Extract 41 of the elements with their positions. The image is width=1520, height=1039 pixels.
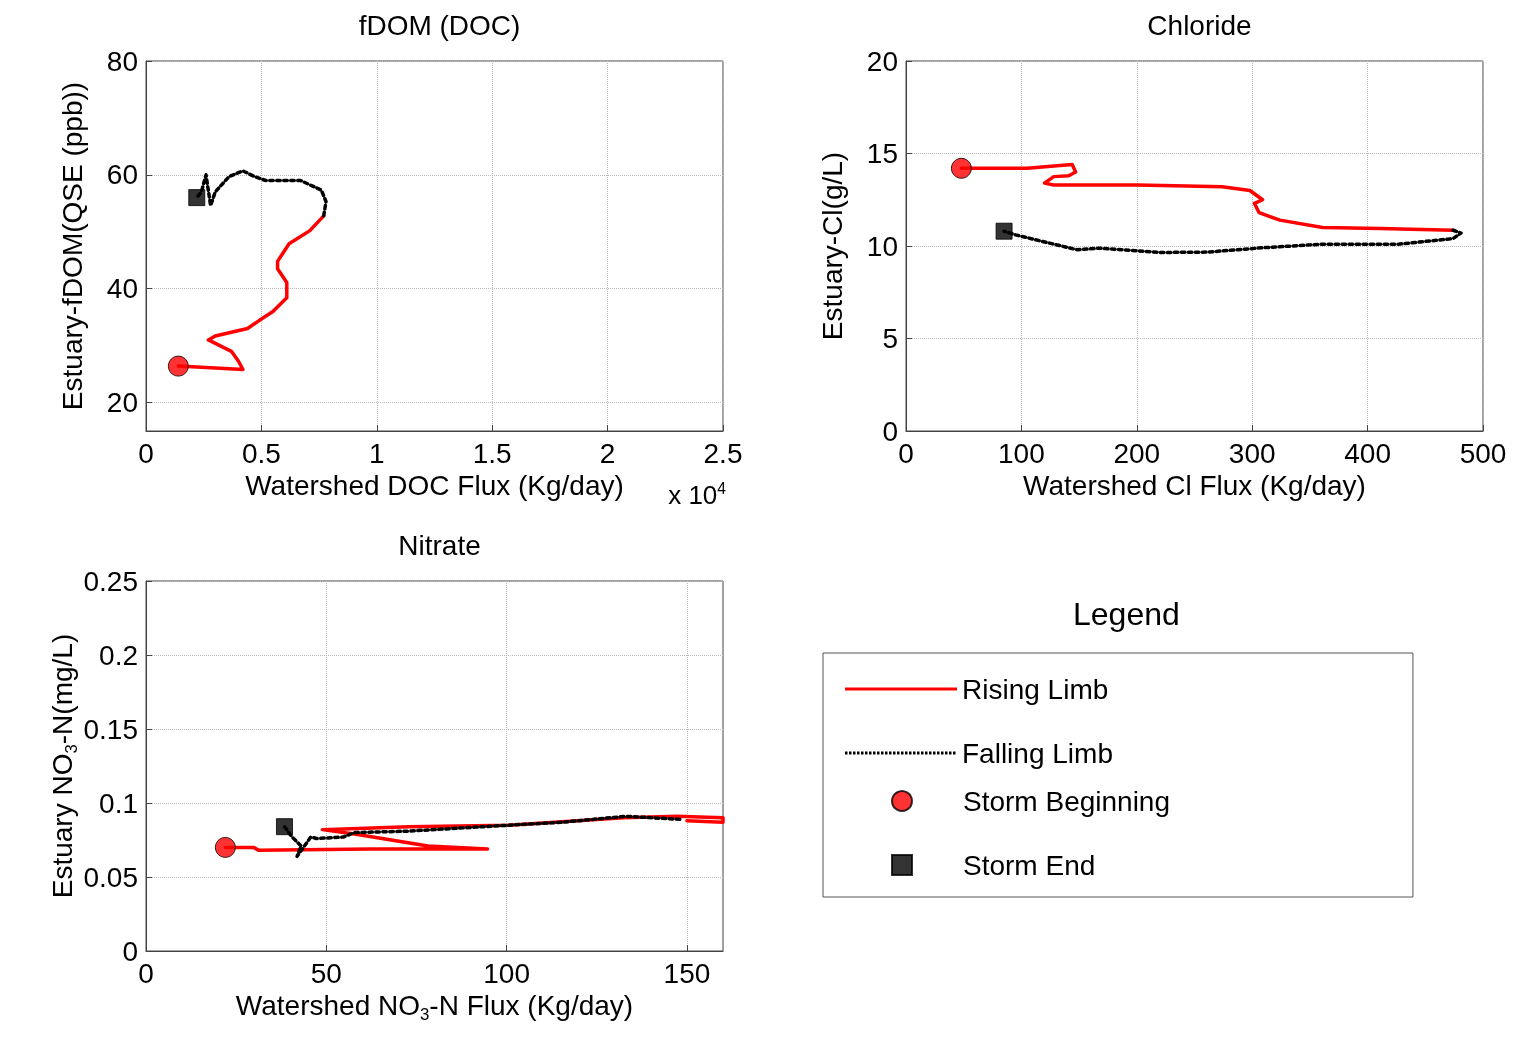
- x-tick-label: 300: [1228, 437, 1276, 469]
- x-tick-label: 0.5: [241, 437, 281, 469]
- y-tick-label: 40: [106, 273, 138, 305]
- legend-label: Storm End: [963, 849, 1096, 881]
- y-tick-label: 0.1: [99, 787, 138, 819]
- y-tick-label: 80: [106, 45, 138, 77]
- legend-label: Falling Limb: [962, 737, 1113, 769]
- y-tick-label: 15: [866, 138, 898, 169]
- x-axis-title: Watershed Cl Flux (Kg/day): [1023, 470, 1366, 502]
- y-axis-title: Estuary NO3-N(mg/L): [47, 633, 81, 899]
- x-tick-label: 150: [663, 957, 711, 989]
- y-tick-label: 20: [866, 45, 898, 77]
- y-tick-label: 20: [106, 387, 138, 419]
- y-tick-label: 0: [122, 935, 138, 967]
- x-tick-label: 100: [483, 957, 530, 989]
- y-tick-label: 10: [866, 230, 898, 262]
- x-tick-label: 1.5: [472, 437, 512, 469]
- chart-title: Chloride: [1147, 9, 1252, 41]
- y-tick-label: 5: [882, 323, 898, 354]
- y-tick-label: 0.25: [83, 565, 138, 597]
- y-tick-label: 0.05: [83, 861, 138, 893]
- y-tick-label: 0: [882, 415, 898, 447]
- x-tick-label: 500: [1459, 437, 1507, 469]
- y-axis-title: Estuary-fDOM(QSE (ppb)): [56, 81, 88, 411]
- legend-title: Legend: [1073, 596, 1180, 632]
- x-axis-title: Watershed DOC Flux (Kg/day): [245, 470, 624, 502]
- x-tick-label: 1: [369, 437, 385, 469]
- x-tick-label: 2.5: [703, 437, 743, 469]
- y-tick-label: 60: [106, 159, 138, 191]
- x-tick-label: 2: [599, 437, 616, 469]
- x-tick-label: 400: [1344, 437, 1391, 469]
- x-tick-label: 200: [1113, 437, 1161, 469]
- chart-title: fDOM (DOC): [358, 9, 521, 41]
- y-axis-title: Estuary-Cl(g/L): [816, 151, 848, 341]
- x-tick-label: 50: [310, 957, 342, 989]
- x-tick-label: 100: [998, 437, 1045, 469]
- legend-label: Rising Limb: [962, 673, 1109, 705]
- y-tick-label: 0.15: [83, 713, 138, 745]
- legend-label: Storm Beginning: [963, 785, 1171, 817]
- chart-title: Nitrate: [398, 529, 481, 561]
- y-tick-label: 0.2: [99, 639, 138, 671]
